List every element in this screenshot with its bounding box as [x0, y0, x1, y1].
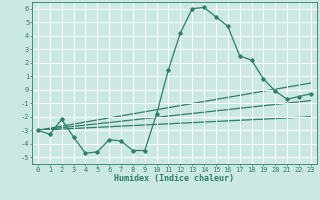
X-axis label: Humidex (Indice chaleur): Humidex (Indice chaleur)	[115, 174, 234, 183]
